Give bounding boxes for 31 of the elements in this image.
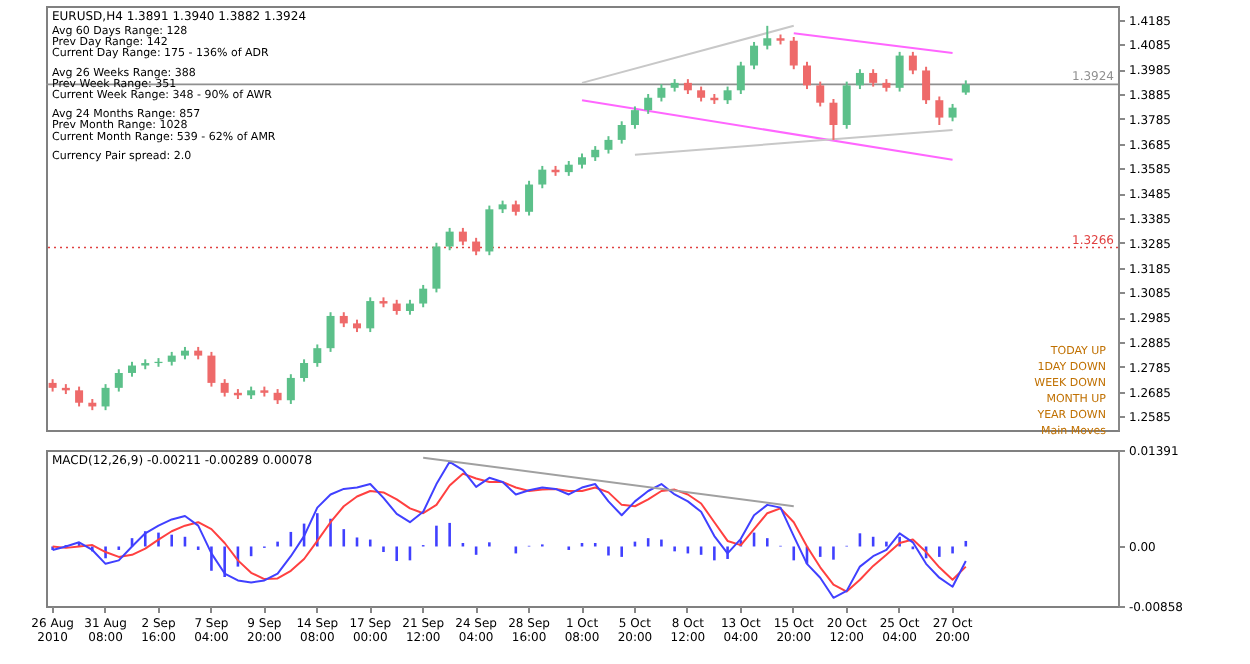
- candlestick: [286, 373, 295, 405]
- candlestick: [75, 385, 84, 408]
- candlestick: [922, 65, 931, 105]
- candlestick: [855, 68, 864, 91]
- candlestick: [617, 120, 626, 145]
- candlestick: [432, 241, 441, 294]
- candlestick: [644, 93, 653, 115]
- candlestick: [736, 60, 745, 96]
- candlestick: [485, 204, 494, 257]
- candlestick: [908, 50, 917, 76]
- candlestick: [313, 343, 322, 368]
- candlestick: [525, 179, 534, 217]
- candlestick: [114, 368, 123, 393]
- candlestick: [816, 80, 825, 108]
- candlestick: [829, 97, 838, 141]
- candlestick: [326, 311, 335, 353]
- candlestick: [895, 50, 904, 93]
- candlestick: [419, 283, 428, 309]
- candlestick: [445, 226, 454, 252]
- candlestick: [750, 40, 759, 71]
- candlestick: [763, 24, 772, 51]
- candlestick: [207, 350, 216, 388]
- candlestick: [789, 35, 798, 71]
- candlestick: [300, 358, 309, 383]
- candlestick: [538, 164, 547, 190]
- candlestick: [366, 296, 375, 334]
- candlestick: [842, 80, 851, 130]
- candlestick: [802, 60, 811, 91]
- candlestick: [630, 105, 639, 130]
- candlestick: [101, 383, 110, 412]
- candlestick: [935, 95, 944, 127]
